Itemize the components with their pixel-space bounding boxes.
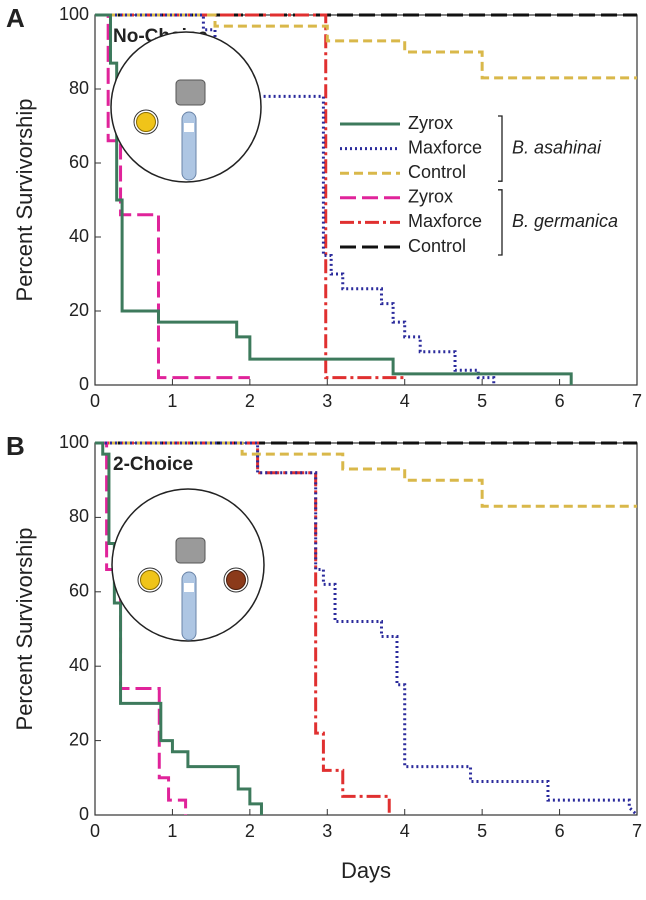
x-tick-label: 3 [322, 821, 332, 841]
x-tick-label: 4 [400, 821, 410, 841]
x-axis-label: Days [341, 858, 391, 883]
x-tick-label: 6 [555, 391, 565, 411]
legend-bracket [498, 115, 503, 182]
tube-band [184, 583, 194, 592]
survival-line [95, 13, 637, 80]
inset-a [110, 31, 262, 183]
water-tube [181, 111, 197, 181]
y-tick-label: 60 [69, 581, 89, 601]
legend-label: Maxforce [408, 137, 482, 157]
survival-line [95, 13, 573, 385]
x-tick-label: 2 [245, 821, 255, 841]
x-tick-label: 0 [90, 821, 100, 841]
survival-line [95, 441, 637, 508]
annotation: 2-Choice [113, 454, 193, 475]
arena [110, 31, 262, 183]
x-tick-label: 5 [477, 821, 487, 841]
inset-b [111, 488, 265, 642]
survival-line [95, 441, 188, 815]
legend-label: Control [408, 236, 466, 256]
x-tick-label: 4 [400, 391, 410, 411]
bait [136, 112, 156, 132]
y-tick-label: 60 [69, 152, 89, 172]
shelter [175, 537, 206, 564]
panel: 0 20 40 60 80 100 0 1 2 3 4 5 6 7 Percent Survivorship… [6, 3, 642, 411]
tube-band [184, 123, 194, 132]
x-tick-label: 1 [167, 391, 177, 411]
y-tick-label: 0 [79, 804, 89, 824]
y-tick-label: 80 [69, 78, 89, 98]
y-tick-label: 100 [59, 4, 89, 24]
x-tick-label: 1 [167, 821, 177, 841]
survival-line [95, 441, 263, 815]
survival-line [95, 13, 405, 380]
y-tick-label: 100 [59, 432, 89, 452]
survival-line [95, 441, 391, 815]
y-tick-label: 80 [69, 506, 89, 526]
panel-letter: B [6, 431, 25, 461]
y-axis-label: Percent Survivorship [12, 99, 37, 302]
x-tick-label: 5 [477, 391, 487, 411]
x-tick-label: 6 [555, 821, 565, 841]
legend-label: Control [408, 162, 466, 182]
y-tick-label: 20 [69, 729, 89, 749]
legend-label: Zyrox [408, 113, 453, 133]
y-tick-label: 0 [79, 374, 89, 394]
y-axis-label: Percent Survivorship [12, 528, 37, 731]
y-tick-label: 40 [69, 655, 89, 675]
x-tick-label: 0 [90, 391, 100, 411]
legend-group: B. asahinai [512, 137, 602, 157]
panel-letter: A [6, 3, 25, 33]
water-tube [181, 571, 197, 641]
x-tick-label: 7 [632, 821, 642, 841]
bait [140, 570, 160, 590]
x-tick-label: 3 [322, 391, 332, 411]
x-tick-label: 7 [632, 391, 642, 411]
legend-bracket [498, 189, 503, 256]
y-tick-label: 20 [69, 300, 89, 320]
food [226, 570, 246, 590]
survival-line [95, 441, 639, 817]
survival-line [95, 13, 250, 380]
legend-label: Zyrox [408, 187, 453, 207]
legend-label: Maxforce [408, 211, 482, 231]
x-tick-label: 2 [245, 391, 255, 411]
panel: 0 20 40 60 80 100 0 1 2 3 4 5 6 7 Percent Survivorship… [6, 431, 642, 883]
legend-group: B. germanica [512, 211, 618, 231]
arena [111, 488, 265, 642]
shelter [175, 79, 206, 106]
y-tick-label: 40 [69, 226, 89, 246]
